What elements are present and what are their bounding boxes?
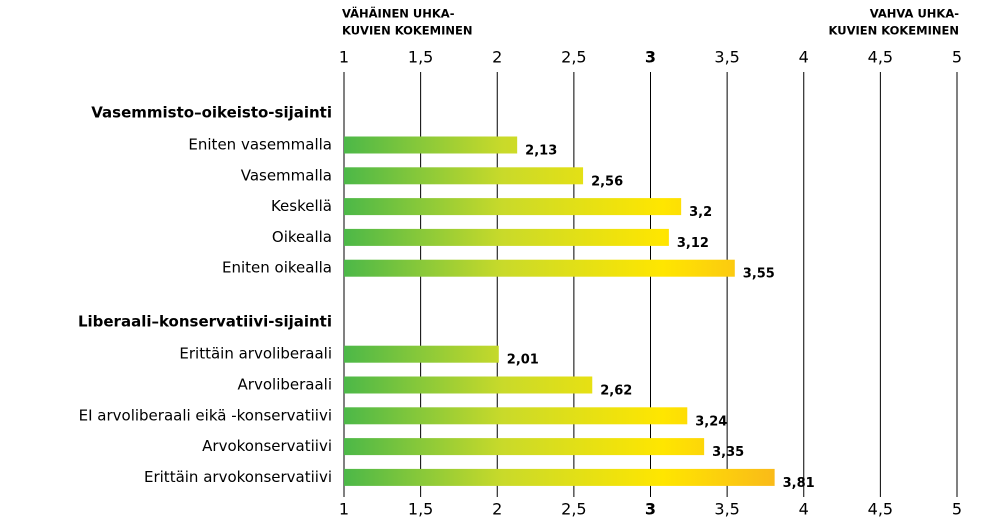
bar (344, 376, 593, 394)
x-tick-label: 4,5 (868, 500, 893, 519)
x-tick-label: 3 (645, 500, 656, 519)
x-tick-label: 4 (799, 500, 809, 519)
category-label: EI arvoliberaali eikä -konservatiivi (79, 406, 332, 424)
value-label: 3,81 (783, 476, 815, 491)
x-tick-label: 2 (492, 48, 502, 67)
value-label: 3,35 (712, 445, 744, 460)
category-label: Arvokonservatiivi (202, 437, 332, 455)
category-label: Eniten oikealla (222, 259, 332, 277)
x-tick-label: 1 (339, 48, 349, 67)
axis-annotation: KUVIEN KOKEMINEN (829, 24, 959, 38)
value-label: 2,01 (507, 353, 539, 368)
category-label: Arvoliberaali (238, 376, 332, 394)
x-tick-label: 4 (799, 48, 809, 67)
value-label: 3,55 (743, 267, 775, 282)
x-tick-label: 2,5 (561, 48, 586, 67)
x-tick-label: 3,5 (714, 500, 739, 519)
bar (344, 468, 775, 486)
axis-annotation: VÄHÄINEN UHKA- (342, 6, 455, 21)
x-tick-label: 1 (339, 500, 349, 519)
x-tick-label: 4,5 (868, 48, 893, 67)
x-tick-label: 1,5 (408, 48, 433, 67)
value-label: 3,12 (677, 236, 709, 251)
value-label: 3,2 (689, 205, 712, 220)
bar (344, 407, 688, 425)
category-label: Oikealla (272, 228, 332, 246)
value-label: 2,56 (591, 174, 623, 189)
x-tick-label: 5 (952, 48, 962, 67)
bar (344, 228, 669, 246)
group-heading: Vasemmisto–oikeisto-sijainti (91, 104, 332, 122)
value-label: 2,13 (525, 144, 557, 159)
category-label: Erittäin arvoliberaali (179, 345, 332, 363)
bar (344, 438, 705, 456)
category-label: Erittäin arvokonservatiivi (144, 468, 332, 486)
x-tick-label: 1,5 (408, 500, 433, 519)
category-label: Eniten vasemmalla (188, 136, 332, 154)
value-label: 2,62 (600, 384, 632, 399)
x-tick-label: 2 (492, 500, 502, 519)
value-label: 3,24 (695, 414, 727, 429)
category-label: Keskellä (271, 197, 332, 215)
x-tick-label: 3 (645, 48, 656, 67)
x-tick-label: 3,5 (714, 48, 739, 67)
axis-annotation: VAHVA UHKA- (870, 7, 959, 21)
axis-annotation: KUVIEN KOKEMINEN (342, 24, 472, 38)
category-label: Vasemmalla (241, 166, 332, 184)
bar (344, 167, 584, 185)
bar (344, 198, 682, 216)
group-heading: Liberaali–konservatiivi-sijainti (78, 313, 332, 331)
bar (344, 136, 518, 154)
bar (344, 345, 499, 363)
x-tick-label: 2,5 (561, 500, 586, 519)
x-tick-label: 5 (952, 500, 962, 519)
bar (344, 259, 735, 277)
